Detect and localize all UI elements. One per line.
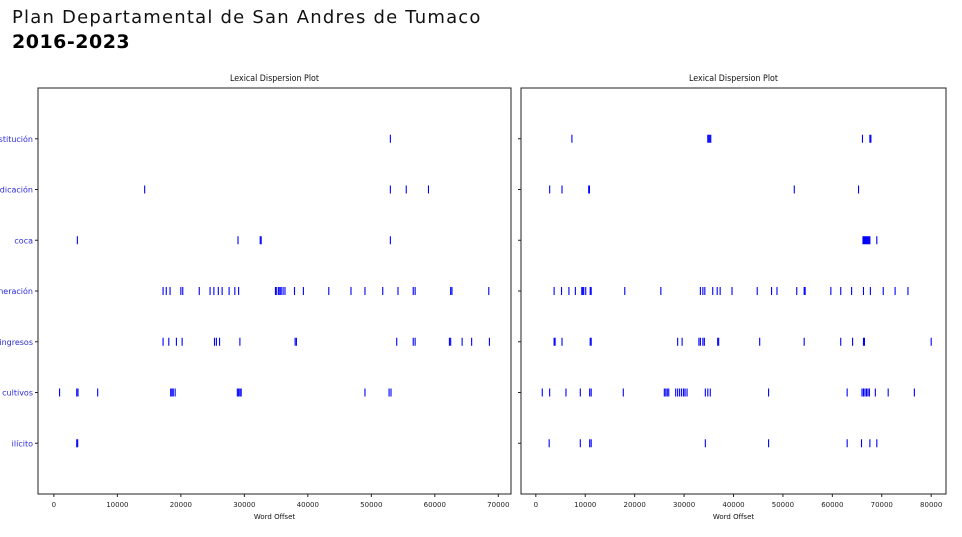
y-tick-label-ingresos: ingresos [0, 338, 33, 347]
page-title: Plan Departamental de San Andres de Tuma… [12, 7, 482, 28]
series-ingresos [553, 337, 932, 346]
y-tick-label-sustitucion: sustitución [0, 134, 33, 144]
x-tick-label: 40000 [722, 501, 744, 509]
y-tick-label-cultivos: cultivos [2, 389, 33, 398]
x-tick-label: 60000 [821, 501, 843, 509]
x-axis-label: Word Offset [713, 513, 755, 521]
series-cultivos [59, 388, 392, 397]
plot-frame [520, 87, 947, 495]
x-tick-label: 30000 [233, 501, 255, 509]
x-tick-label: 0 [534, 501, 538, 509]
y-tick-label-erradicacion: erradicación [0, 185, 33, 195]
x-tick-label: 50000 [360, 501, 382, 509]
y-tick-label-ilicito: ilícito [12, 439, 33, 448]
series-ilicito [76, 439, 79, 448]
x-tick-label: 20000 [624, 501, 646, 509]
x-tick-label: 70000 [871, 501, 893, 509]
chart-title: Lexical Dispersion Plot [689, 73, 779, 84]
series-generacion [553, 287, 909, 295]
y-tick-label-generacion: generación [0, 286, 33, 296]
x-tick-label: 30000 [673, 501, 695, 509]
x-tick-label: 40000 [297, 501, 319, 509]
series-sustitucion [571, 134, 872, 143]
x-tick-label: 20000 [170, 501, 192, 509]
plot-frame [37, 87, 512, 495]
series-cultivos [541, 388, 915, 397]
x-tick-label: 50000 [772, 501, 794, 509]
series-erradicacion [144, 185, 430, 194]
series-coca [76, 236, 391, 245]
y-tick-label-coca: coca [14, 236, 33, 245]
lexical-dispersion-chart-left: Lexical Dispersion Plot sustitución erradi… [0, 73, 512, 521]
page-subtitle: 2016-2023 [12, 31, 131, 53]
series-ilicito [548, 439, 878, 448]
series-coca [862, 236, 878, 245]
chart-title: Lexical Dispersion Plot [230, 73, 320, 84]
x-axis-label: Word Offset [254, 513, 296, 521]
series-ingresos [162, 337, 490, 346]
series-erradicacion [549, 185, 860, 194]
lexical-dispersion-chart-right: Lexical Dispersion Plot 0 10000 20000 30000 4… [518, 73, 947, 521]
x-tick-label: 10000 [106, 501, 128, 509]
x-tick-label: 10000 [574, 501, 596, 509]
x-tick-label: 70000 [487, 501, 509, 509]
x-tick-label: 0 [52, 501, 56, 509]
x-tick-label: 80000 [920, 501, 942, 509]
series-generacion [162, 287, 490, 295]
page-header: Plan Departamental de San Andres de Tuma… [12, 6, 482, 54]
x-tick-label: 60000 [424, 501, 446, 509]
